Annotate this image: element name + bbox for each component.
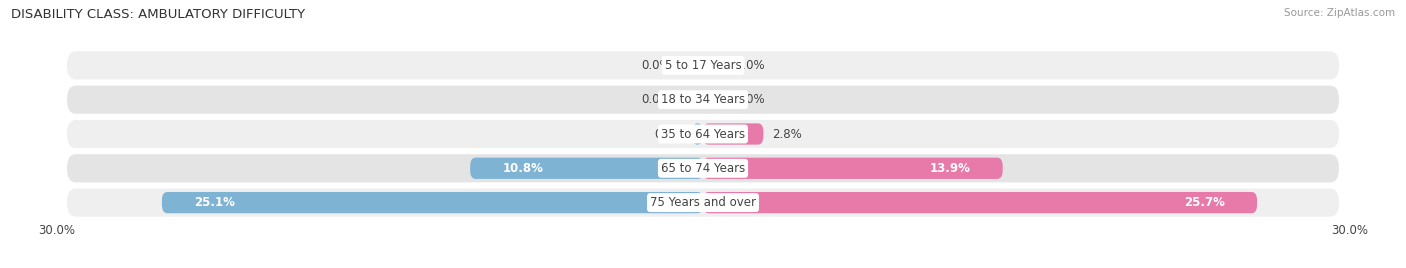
FancyBboxPatch shape [692,123,703,145]
FancyBboxPatch shape [67,120,1339,148]
Text: 13.9%: 13.9% [929,162,970,175]
Text: 5 to 17 Years: 5 to 17 Years [665,59,741,72]
Text: DISABILITY CLASS: AMBULATORY DIFFICULTY: DISABILITY CLASS: AMBULATORY DIFFICULTY [11,8,305,21]
FancyBboxPatch shape [470,158,703,179]
Text: 25.1%: 25.1% [194,196,235,209]
FancyBboxPatch shape [162,192,703,213]
FancyBboxPatch shape [703,123,763,145]
Text: 18 to 34 Years: 18 to 34 Years [661,93,745,106]
Text: 0.0%: 0.0% [735,93,765,106]
FancyBboxPatch shape [703,158,1002,179]
Text: 35 to 64 Years: 35 to 64 Years [661,128,745,140]
FancyBboxPatch shape [703,192,1257,213]
FancyBboxPatch shape [67,154,1339,182]
FancyBboxPatch shape [67,86,1339,114]
Text: Source: ZipAtlas.com: Source: ZipAtlas.com [1284,8,1395,18]
Text: 0.5%: 0.5% [654,128,683,140]
Text: 0.0%: 0.0% [735,59,765,72]
Text: 75 Years and over: 75 Years and over [650,196,756,209]
FancyBboxPatch shape [67,189,1339,217]
Text: 65 to 74 Years: 65 to 74 Years [661,162,745,175]
Text: 25.7%: 25.7% [1184,196,1225,209]
Text: 0.0%: 0.0% [641,93,671,106]
FancyBboxPatch shape [67,51,1339,79]
Text: 2.8%: 2.8% [772,128,801,140]
Text: 0.0%: 0.0% [641,59,671,72]
Text: 10.8%: 10.8% [502,162,543,175]
